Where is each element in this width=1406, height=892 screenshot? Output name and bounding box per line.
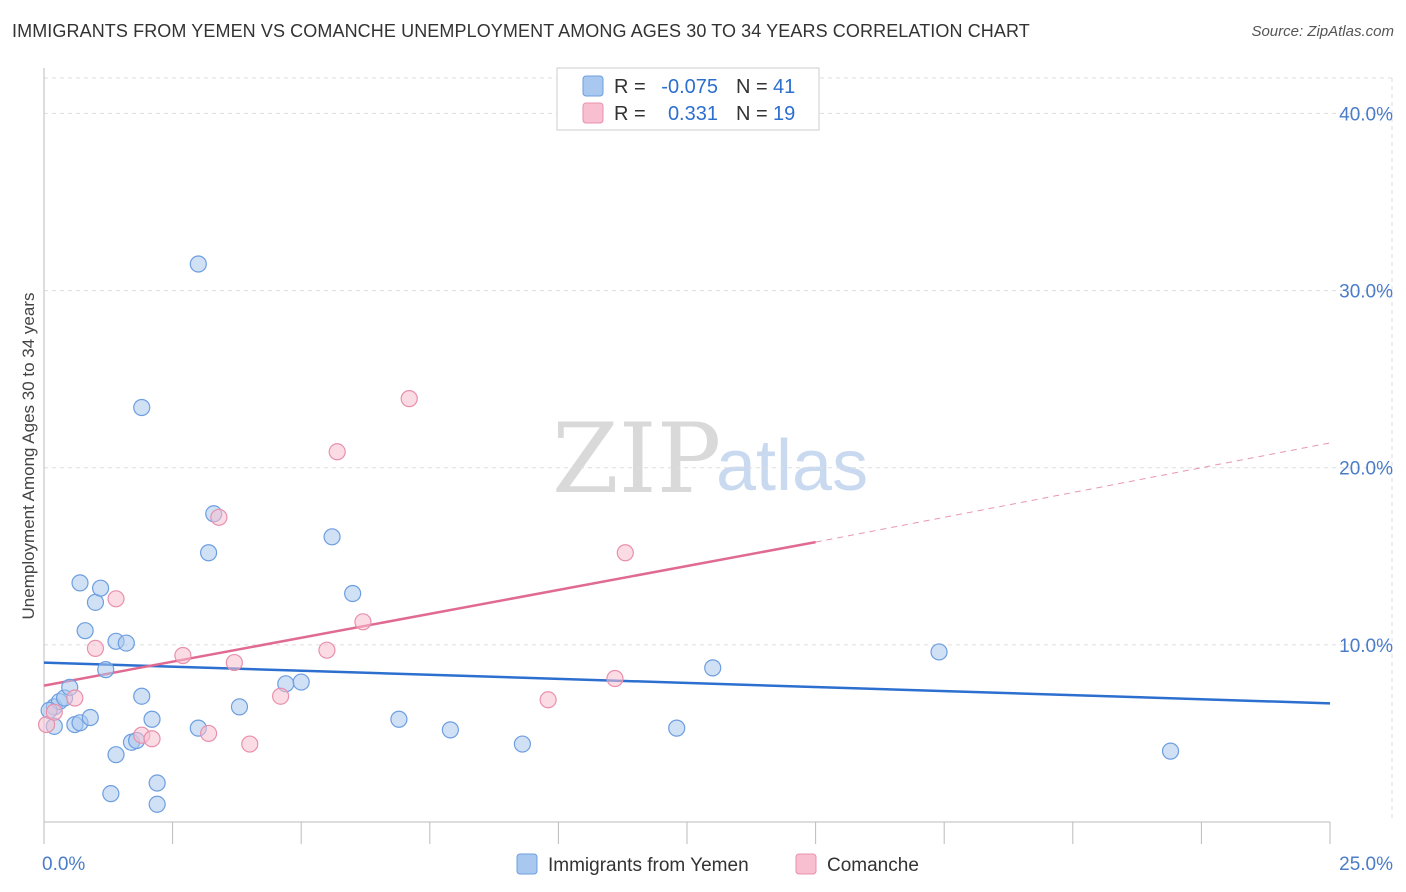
legend-r-value-2: 0.331 — [668, 103, 718, 125]
trend-line-comanche — [43, 540, 816, 687]
point-yemen — [200, 544, 218, 562]
point-comanche — [143, 730, 161, 748]
x-tick-labels: 0.0% 25.0% — [42, 854, 1393, 875]
legend-r-label-2: R = — [614, 103, 646, 125]
point-yemen — [71, 574, 89, 592]
point-comanche — [318, 641, 336, 659]
point-comanche — [225, 653, 243, 672]
series-legend: Immigrants from Yemen Comanche — [516, 853, 919, 876]
y-tick-label: 40.0% — [1339, 104, 1393, 125]
legend-n-value-2: 19 — [773, 103, 795, 125]
point-comanche — [328, 443, 346, 461]
y-tick-label: 20.0% — [1339, 459, 1393, 480]
point-yemen — [704, 659, 722, 677]
legend-swatch-yemen — [582, 75, 604, 97]
point-yemen — [102, 785, 120, 803]
point-yemen — [930, 643, 948, 661]
bottom-legend-label-yemen: Immigrants from Yemen — [548, 855, 749, 876]
point-comanche — [37, 715, 56, 734]
point-comanche — [66, 689, 84, 707]
bottom-legend-label-comanche: Comanche — [827, 855, 919, 876]
point-yemen — [230, 698, 249, 716]
point-comanche — [174, 646, 192, 665]
watermark-zip: ZIP — [552, 403, 721, 515]
legend-r-value-1: -0.075 — [661, 76, 718, 98]
point-yemen — [97, 661, 115, 679]
point-yemen — [1161, 742, 1180, 760]
point-yemen — [441, 721, 459, 739]
legend-r-label-1: R = — [614, 76, 646, 98]
point-yemen — [148, 774, 166, 792]
x-tick-label-min: 0.0% — [42, 854, 85, 875]
point-yemen — [344, 584, 362, 603]
point-comanche — [107, 590, 125, 608]
legend-n-value-1: 41 — [773, 76, 795, 98]
watermark-atlas: atlas — [716, 426, 868, 506]
trend-line-yemen — [43, 661, 1331, 705]
axes — [43, 68, 1331, 844]
x-tick-label-max: 25.0% — [1339, 854, 1393, 875]
point-comanche — [45, 703, 63, 721]
point-yemen — [143, 710, 161, 728]
point-yemen — [133, 687, 151, 705]
point-yemen — [117, 634, 135, 652]
point-comanche — [400, 390, 418, 408]
point-comanche — [241, 735, 259, 753]
y-axis-label: Unemployment Among Ages 30 to 34 years — [19, 293, 38, 620]
point-yemen — [76, 622, 94, 640]
point-yemen — [513, 735, 531, 753]
y-tick-labels: 10.0% 20.0% 30.0% 40.0% — [1339, 104, 1393, 656]
legend-n-label-2: N = — [736, 103, 768, 125]
trend-line-comanche-extension — [815, 442, 1331, 543]
chart-title: IMMIGRANTS FROM YEMEN VS COMANCHE UNEMPL… — [12, 21, 1030, 41]
point-comanche — [354, 613, 372, 631]
point-yemen — [133, 398, 151, 417]
point-comanche — [200, 724, 218, 743]
watermark: ZIP atlas — [552, 403, 868, 515]
point-yemen — [668, 719, 686, 737]
point-yemen — [323, 528, 341, 546]
bottom-legend-swatch-yemen — [516, 853, 538, 875]
legend-swatch-comanche — [582, 102, 604, 124]
point-yemen — [189, 255, 207, 273]
data-points — [37, 255, 1180, 813]
y-tick-label: 10.0% — [1339, 636, 1393, 657]
trend-lines — [43, 442, 1331, 705]
point-yemen — [81, 708, 99, 727]
y-tick-label: 30.0% — [1339, 282, 1393, 303]
point-comanche — [86, 639, 105, 658]
point-comanche — [272, 687, 290, 705]
correlation-legend: R = -0.075 N = 41 R = 0.331 N = 19 — [556, 67, 820, 131]
point-comanche — [539, 691, 557, 709]
point-comanche — [606, 669, 624, 688]
source-credit: Source: ZipAtlas.com — [1251, 23, 1394, 40]
point-comanche — [616, 544, 634, 562]
point-yemen — [148, 795, 166, 813]
point-yemen — [390, 710, 408, 728]
point-yemen — [107, 746, 125, 764]
point-yemen — [292, 673, 310, 691]
bottom-legend-swatch-comanche — [795, 853, 817, 875]
point-yemen — [91, 579, 110, 597]
gridlines — [44, 77, 1393, 822]
point-comanche — [210, 508, 228, 526]
legend-n-label-1: N = — [736, 76, 768, 98]
